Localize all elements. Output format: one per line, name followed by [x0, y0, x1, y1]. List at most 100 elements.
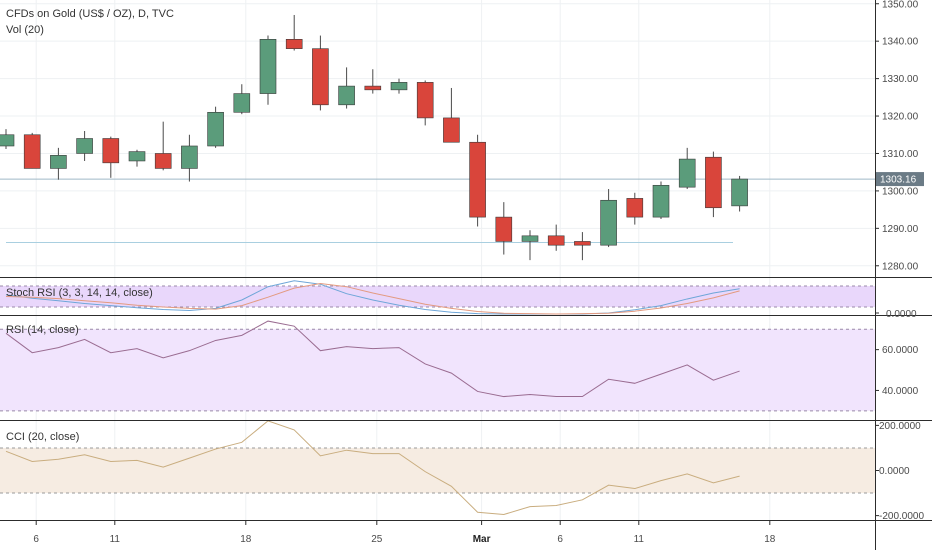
candle-body [23, 134, 41, 169]
candle-body [364, 85, 382, 91]
candle [364, 69, 382, 94]
last-price-label: 1303.16 [880, 175, 917, 186]
candles [0, 14, 748, 261]
candle [469, 134, 486, 227]
candle [154, 121, 172, 171]
candle-body [285, 39, 303, 49]
candle [678, 147, 696, 190]
candle-body [547, 235, 565, 246]
candle [600, 189, 617, 248]
candle [338, 67, 355, 109]
candle [547, 224, 565, 251]
candle-body [338, 85, 355, 106]
candle [443, 87, 460, 143]
candle [23, 132, 41, 169]
candle [181, 134, 198, 182]
candle-body [495, 216, 513, 242]
candle [76, 131, 93, 161]
cci-title: CCI (20, close) [6, 431, 79, 443]
time-axis[interactable]: 6 11 18 25 Mar 6 11 18 [33, 520, 776, 545]
candle-body [731, 178, 748, 207]
date-tick-label: Mar [473, 534, 491, 545]
rsi-band [0, 329, 875, 411]
stoch-rsi-band [0, 286, 875, 307]
stoch-rsi-lines [5, 280, 740, 315]
candle-body [521, 235, 539, 242]
candle-body [207, 111, 224, 147]
candle-body [102, 138, 120, 164]
stoch-rsi-pane[interactable]: Stoch RSI (3, 3, 14, 14, close) [0, 280, 875, 315]
last-price-tag [876, 172, 924, 187]
price-axis[interactable]: 1350.00 1340.00 1330.00 1320.00 1310.00 1300.… [875, 0, 924, 522]
candle [416, 80, 434, 126]
rsi-title: RSI (14, close) [6, 324, 79, 336]
candle [259, 35, 277, 105]
candle-body [181, 145, 198, 169]
price-tick-label: 1290.00 [882, 224, 919, 235]
rsi-tick-label: 40.0000 [882, 386, 919, 397]
rsi-tick-label: 60.0000 [882, 345, 919, 356]
rsi-series-line [5, 320, 740, 398]
candle [705, 151, 722, 218]
candle-body [390, 82, 408, 91]
candle-body [443, 117, 460, 143]
candle-body [574, 241, 591, 246]
cci-band [0, 447, 875, 494]
stoch-rsi-tick-label: 0.0000 [886, 309, 917, 320]
candle [207, 106, 224, 148]
candle-body [705, 156, 722, 209]
candle-body [469, 141, 486, 218]
candle-body [154, 153, 172, 169]
candle-body [76, 138, 93, 154]
price-tick-label: 1330.00 [882, 74, 919, 85]
date-tick-label: 6 [557, 534, 563, 545]
candle-body [233, 93, 251, 113]
candle-body [312, 48, 329, 106]
candle-body [626, 198, 644, 218]
date-tick-label: 11 [110, 534, 121, 545]
candle-body [259, 39, 277, 94]
price-tick-label: 1280.00 [882, 261, 919, 272]
candle [574, 232, 591, 261]
candle [0, 129, 15, 149]
date-tick-label: 6 [33, 534, 39, 545]
cci-series-line [5, 421, 740, 515]
candle [50, 147, 67, 180]
candle-body [0, 134, 15, 147]
rsi-line-group [5, 320, 740, 398]
stoch-rsi-title: Stoch RSI (3, 3, 14, 14, close) [6, 287, 153, 299]
price-gridlines [0, 0, 875, 520]
candle-body [128, 151, 146, 162]
candle-body [416, 82, 434, 119]
candle-body [50, 155, 67, 169]
candle [312, 35, 329, 111]
volume-label: Vol (20) [6, 24, 44, 36]
date-tick-label: 18 [764, 534, 776, 545]
candle [652, 181, 670, 219]
price-tick-label: 1300.00 [882, 186, 919, 197]
candle [731, 175, 748, 212]
candle [233, 84, 251, 115]
candle [102, 136, 120, 178]
candle-body [600, 199, 617, 246]
price-tick-label: 1310.00 [882, 149, 919, 160]
candle [285, 14, 303, 51]
date-tick-label: 18 [240, 534, 252, 545]
cci-tick-label: -200.0000 [879, 511, 924, 522]
symbol-title: CFDs on Gold (US$ / OZ), D, TVC [6, 8, 174, 20]
candle [626, 192, 644, 225]
candle [495, 202, 513, 255]
candle-body [652, 184, 670, 218]
price-pane[interactable]: CFDs on Gold (US$ / OZ), D, TVC Vol (20) [0, 0, 875, 520]
cci-tick-label: 0.0000 [879, 466, 910, 477]
rsi-pane[interactable]: RSI (14, close) [0, 320, 875, 412]
cci-pane[interactable]: CCI (20, close) [0, 421, 875, 515]
stoch-rsi-series-line [5, 280, 740, 315]
candle [521, 230, 539, 261]
candle [128, 149, 146, 167]
cci-line-group [5, 421, 740, 515]
price-tick-label: 1340.00 [882, 37, 919, 48]
price-tick-label: 1350.00 [882, 0, 919, 10]
